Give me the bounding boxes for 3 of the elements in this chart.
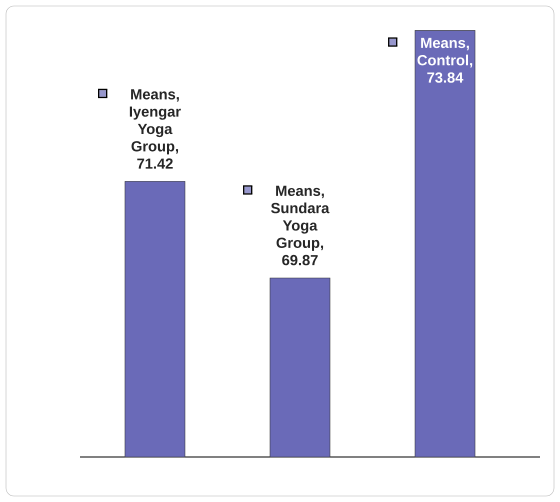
data-label: Means, Control, 73.84 (418, 38, 472, 83)
data-label: Means, Iyengar Yoga Group, 71.42 (130, 89, 181, 169)
data-label: Means, Sundara Yoga Group, 69.87 (271, 186, 330, 266)
